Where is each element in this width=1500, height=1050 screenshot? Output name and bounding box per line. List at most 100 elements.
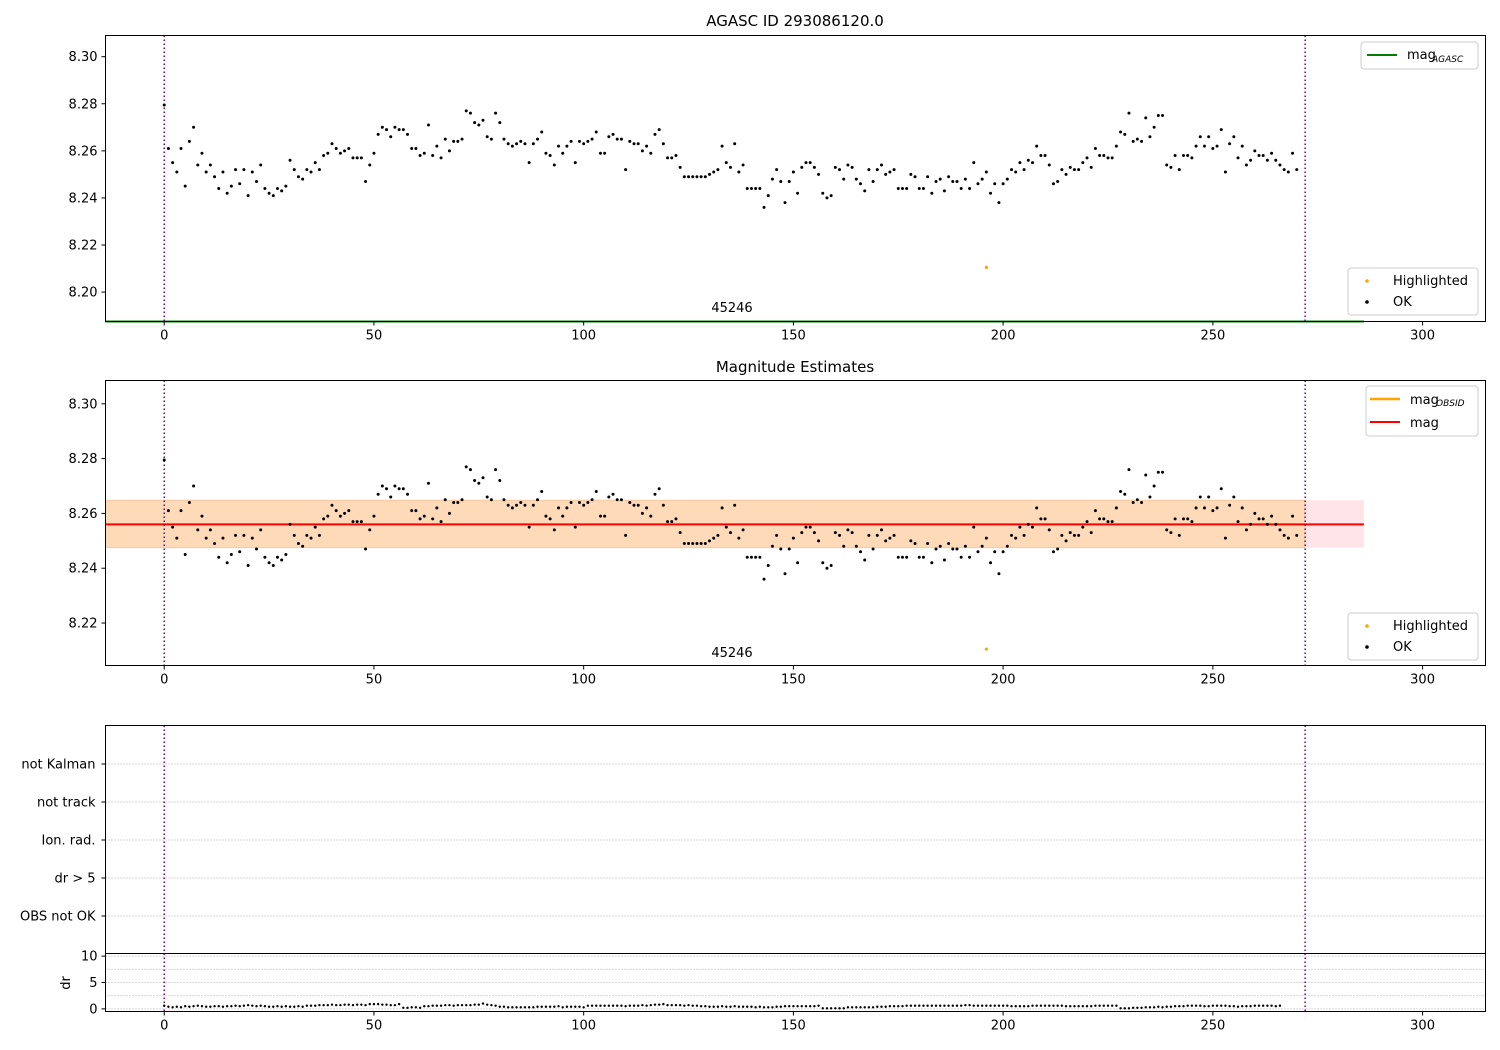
dr-point bbox=[691, 1004, 694, 1007]
dr-point bbox=[989, 1004, 992, 1007]
dr-point bbox=[649, 1003, 652, 1007]
dr-point bbox=[1010, 1005, 1013, 1008]
ok-point bbox=[1202, 144, 1206, 148]
dr-point bbox=[758, 1005, 762, 1008]
ok-point bbox=[187, 500, 191, 504]
ok-point bbox=[879, 528, 883, 532]
ok-point bbox=[582, 503, 586, 507]
ok-point bbox=[317, 533, 321, 537]
ok-point bbox=[229, 184, 233, 188]
ok-point bbox=[540, 489, 544, 493]
dr-point bbox=[330, 1003, 334, 1006]
dr-point bbox=[771, 1006, 774, 1009]
ok-point bbox=[452, 500, 456, 504]
dr-point bbox=[876, 1005, 879, 1008]
ok-point bbox=[687, 542, 691, 546]
dr-point bbox=[779, 1005, 783, 1008]
dr-point bbox=[922, 1004, 925, 1007]
dr-point bbox=[662, 1002, 665, 1006]
ok-point bbox=[670, 520, 674, 524]
ok-point bbox=[724, 161, 728, 165]
ok-point bbox=[980, 177, 984, 181]
ok-point bbox=[1219, 487, 1223, 491]
dr-point bbox=[351, 1003, 355, 1007]
ok-point bbox=[238, 550, 242, 554]
dr-point bbox=[179, 1006, 183, 1009]
ok-point bbox=[1253, 149, 1257, 153]
ok-point bbox=[557, 506, 561, 510]
ok-point bbox=[913, 542, 917, 546]
ok-point bbox=[657, 487, 661, 491]
ok-point bbox=[200, 514, 204, 518]
dr-point bbox=[1274, 1005, 1277, 1008]
ok-point bbox=[603, 151, 607, 155]
ok-point bbox=[951, 179, 955, 183]
dr-point bbox=[565, 1005, 569, 1008]
ok-point bbox=[477, 123, 481, 127]
dr-point bbox=[452, 1004, 455, 1007]
dr-point bbox=[183, 1005, 187, 1008]
dr-point bbox=[314, 1004, 317, 1007]
dr-point bbox=[725, 1005, 728, 1008]
ok-point bbox=[536, 137, 540, 141]
dr-point bbox=[1211, 1004, 1215, 1007]
dr-point bbox=[171, 1006, 174, 1009]
ok-point bbox=[678, 531, 682, 535]
dr-point bbox=[1006, 1004, 1009, 1007]
ok-point bbox=[443, 137, 447, 141]
ok-point bbox=[1173, 154, 1177, 158]
ok-point bbox=[1223, 536, 1227, 540]
dr-point bbox=[1014, 1005, 1017, 1008]
ok-point bbox=[1257, 517, 1261, 521]
dr-point bbox=[834, 1007, 837, 1010]
dr-point bbox=[1115, 1004, 1118, 1007]
legend-box bbox=[1360, 41, 1479, 70]
ok-point bbox=[443, 498, 447, 502]
ok-point bbox=[175, 536, 179, 540]
ok-point bbox=[850, 165, 854, 169]
ok-point bbox=[749, 187, 753, 191]
dr-point bbox=[1119, 1007, 1122, 1010]
ok-point bbox=[544, 151, 548, 155]
ok-point bbox=[1093, 509, 1097, 513]
dr-point bbox=[590, 1004, 594, 1007]
ok-point bbox=[917, 555, 921, 559]
dr-point bbox=[553, 1005, 556, 1008]
ok-point bbox=[607, 135, 611, 139]
dr-point bbox=[322, 1003, 325, 1007]
ok-point bbox=[1215, 144, 1219, 148]
dr-point bbox=[309, 1004, 313, 1007]
ok-point bbox=[955, 547, 959, 551]
ok-point bbox=[431, 154, 435, 158]
dr-point bbox=[687, 1003, 690, 1007]
dr-point bbox=[293, 1005, 296, 1008]
ok-point bbox=[494, 111, 498, 115]
ok-point bbox=[359, 520, 363, 524]
x-tick-label: 100 bbox=[571, 329, 596, 344]
ok-point bbox=[372, 151, 376, 155]
ok-point bbox=[502, 137, 506, 141]
dr-point bbox=[813, 1005, 816, 1008]
ok-point bbox=[385, 128, 389, 132]
ok-point bbox=[640, 511, 644, 515]
dr-point bbox=[880, 1005, 883, 1008]
dr-point bbox=[423, 1005, 426, 1008]
ok-point bbox=[410, 509, 414, 513]
ok-point bbox=[204, 536, 208, 540]
x-tick-label: 50 bbox=[366, 1019, 383, 1034]
dr-point bbox=[1031, 1004, 1034, 1007]
dr-point bbox=[1018, 1005, 1022, 1008]
ok-point bbox=[435, 506, 439, 510]
ok-point bbox=[846, 528, 850, 532]
dr-point bbox=[1220, 1004, 1223, 1007]
dr-point bbox=[1001, 1004, 1005, 1007]
dr-point bbox=[624, 1005, 627, 1008]
ok-point bbox=[1257, 154, 1261, 158]
ok-point bbox=[322, 517, 326, 521]
ok-point bbox=[166, 146, 170, 150]
dr-point bbox=[603, 1004, 606, 1007]
ok-point bbox=[1270, 151, 1274, 155]
ok-point bbox=[1232, 135, 1236, 139]
ok-point bbox=[821, 561, 825, 565]
ok-point bbox=[775, 533, 779, 537]
